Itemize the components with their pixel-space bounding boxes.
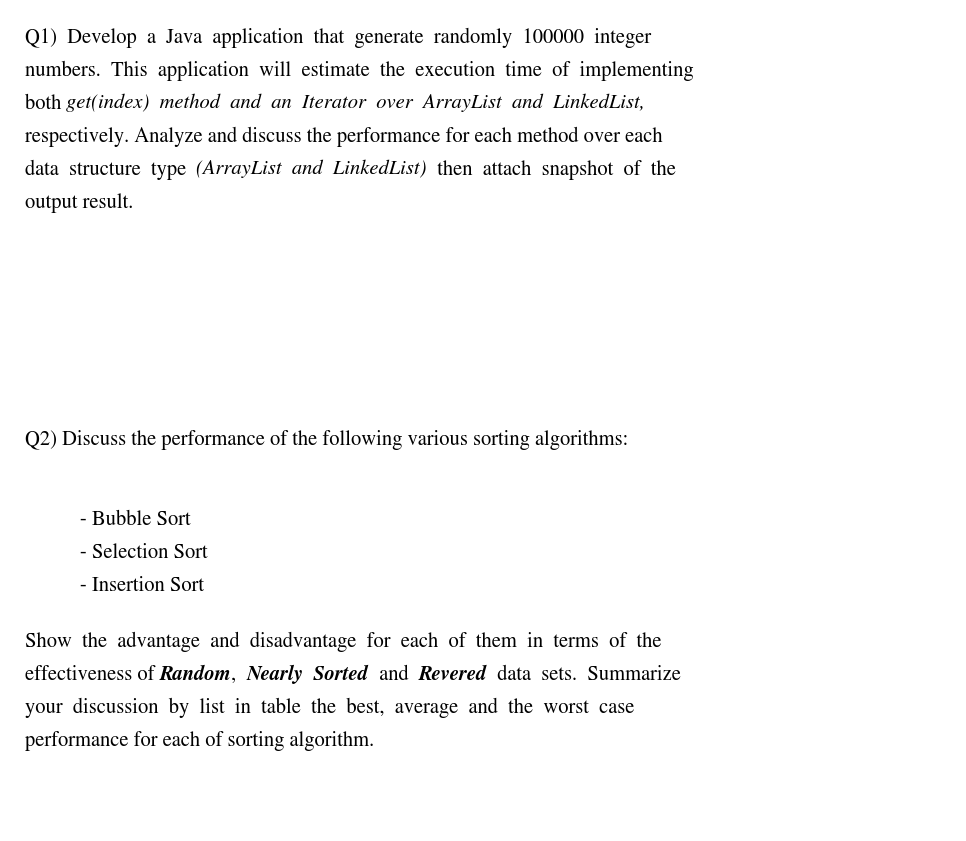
Text: (ArrayList  and  LinkedList): (ArrayList and LinkedList)	[196, 160, 427, 178]
Text: output result.: output result.	[25, 193, 133, 213]
Text: - Bubble Sort: - Bubble Sort	[80, 510, 190, 530]
Text: Q1)  Develop  a  Java  application  that  generate  randomly  100000  integer: Q1) Develop a Java application that gene…	[25, 28, 651, 48]
Text: - Selection Sort: - Selection Sort	[80, 543, 208, 563]
Text: numbers.  This  application  will  estimate  the  execution  time  of  implement: numbers. This application will estimate …	[25, 61, 694, 82]
Text: respectively. Analyze and discuss the performance for each method over each: respectively. Analyze and discuss the pe…	[25, 127, 663, 147]
Text: - Insertion Sort: - Insertion Sort	[80, 576, 204, 595]
Text: performance for each of sorting algorithm.: performance for each of sorting algorith…	[25, 731, 374, 751]
Text: both: both	[25, 94, 67, 114]
Text: effectiveness of: effectiveness of	[25, 665, 159, 685]
Text: then  attach  snapshot  of  the: then attach snapshot of the	[427, 160, 676, 180]
Text: Show  the  advantage  and  disadvantage  for  each  of  them  in  terms  of  the: Show the advantage and disadvantage for …	[25, 632, 662, 653]
Text: and: and	[369, 665, 418, 685]
Text: your  discussion  by  list  in  table  the  best,  average  and  the  worst  cas: your discussion by list in table the bes…	[25, 698, 635, 718]
Text: Random: Random	[159, 665, 232, 685]
Text: data  sets.  Summarize: data sets. Summarize	[487, 665, 681, 685]
Text: Nearly  Sorted: Nearly Sorted	[246, 665, 369, 685]
Text: get(index)  method  and  an  Iterator  over  ArrayList  and  LinkedList,: get(index) method and an Iterator over A…	[67, 94, 645, 113]
Text: ,: ,	[232, 665, 246, 685]
Text: data  structure  type: data structure type	[25, 160, 196, 180]
Text: Revered: Revered	[418, 665, 487, 685]
Text: Q2) Discuss the performance of the following various sorting algorithms:: Q2) Discuss the performance of the follo…	[25, 430, 628, 450]
